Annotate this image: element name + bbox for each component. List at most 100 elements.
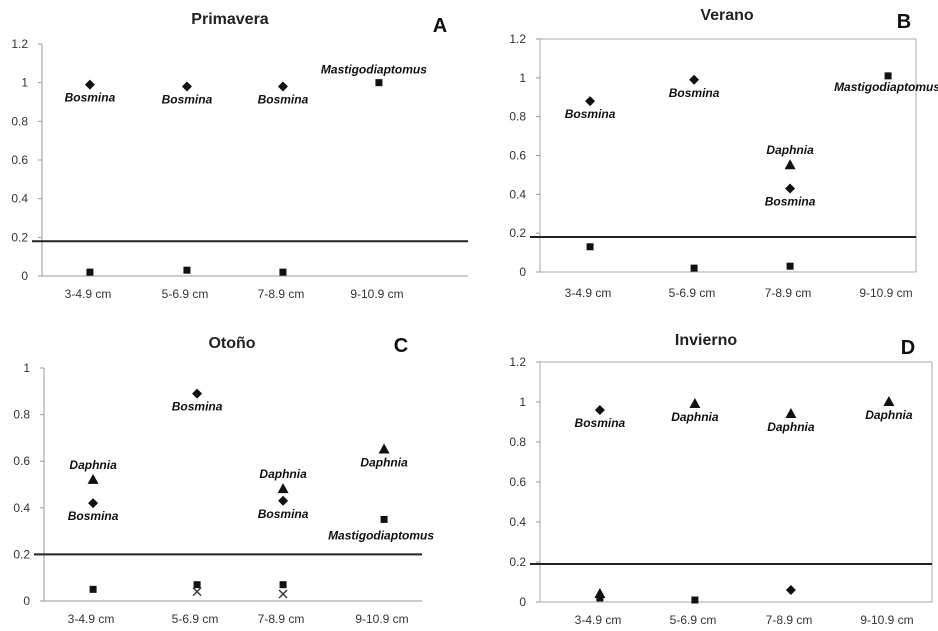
x-tick-label: 5-6.9 cm	[669, 286, 716, 300]
data-point-square	[86, 268, 94, 276]
y-tick-label: 0.4	[13, 501, 30, 515]
data-point-diamond	[88, 498, 99, 509]
point-label: Bosmina	[575, 416, 626, 430]
y-tick-label: 0	[23, 594, 30, 608]
point-label: Daphnia	[259, 467, 307, 481]
data-point-square	[279, 581, 287, 589]
data-point-diamond	[181, 81, 192, 92]
point-label: Daphnia	[865, 408, 913, 422]
data-point-square	[380, 515, 388, 523]
chart-title: Invierno	[675, 332, 737, 349]
data-point-diamond	[585, 96, 596, 107]
data-point-square	[183, 266, 191, 274]
data-point-x	[192, 587, 202, 597]
point-label: Bosmina	[258, 93, 309, 107]
chart-title: Otoño	[208, 335, 255, 352]
point-label: Bosmina	[65, 91, 116, 105]
data-point-triangle	[87, 473, 99, 484]
point-label: Mastigodiaptomus	[834, 80, 938, 94]
point-label: Bosmina	[565, 107, 616, 121]
data-point-diamond	[785, 585, 796, 595]
data-point-square	[279, 268, 287, 276]
chart-title: Verano	[700, 7, 754, 24]
data-point-square	[375, 79, 383, 87]
data-point-square	[884, 72, 892, 80]
y-tick-label: 0.6	[11, 153, 28, 167]
x-tick-label: 9-10.9 cm	[355, 612, 408, 626]
data-point-square	[690, 264, 698, 272]
y-tick-label: 0.4	[11, 192, 28, 206]
data-point-triangle	[784, 159, 796, 170]
y-tick-label: 0.4	[509, 515, 526, 529]
data-point-square	[691, 596, 699, 604]
point-label: Bosmina	[669, 86, 720, 100]
x-tick-label: 7-8.9 cm	[258, 287, 305, 301]
point-label: Bosmina	[172, 400, 223, 414]
x-tick-label: 7-8.9 cm	[766, 613, 813, 627]
data-point-square	[596, 594, 604, 602]
y-tick-label: 0.8	[13, 408, 30, 422]
y-tick-label: 0.8	[509, 435, 526, 449]
y-tick-label: 1.2	[509, 355, 526, 369]
chart-panel-d: 0 0.2 0.4 0.6 0.8 1 1.2 3-4.9 cm 5-6.9 cm 7-8.9 c…	[509, 332, 933, 627]
point-label: Daphnia	[766, 143, 814, 157]
point-label: Bosmina	[765, 195, 816, 209]
data-point-diamond	[278, 495, 289, 506]
x-tick-label: 3-4.9 cm	[565, 286, 612, 300]
y-tick-label: 0.2	[509, 555, 526, 569]
x-tick-label: 9-10.9 cm	[350, 287, 403, 301]
y-tick-label: 0.6	[509, 149, 526, 163]
data-point-diamond	[192, 388, 203, 399]
data-point-diamond	[594, 405, 605, 415]
panel-letter: B	[897, 11, 911, 33]
panel-letter: C	[394, 335, 408, 357]
point-label: Bosmina	[258, 507, 309, 521]
data-point-square	[89, 585, 97, 593]
y-tick-label: 0.6	[509, 475, 526, 489]
x-tick-label: 9-10.9 cm	[859, 286, 912, 300]
point-label: Daphnia	[69, 458, 117, 472]
data-point-triangle	[883, 396, 895, 406]
x-tick-label: 3-4.9 cm	[68, 612, 115, 626]
y-tick-label: 0.2	[13, 547, 30, 561]
point-label: Bosmina	[68, 509, 119, 523]
point-label: Bosmina	[162, 93, 213, 107]
y-tick-label: 0.4	[509, 187, 526, 201]
y-tick-label: 0.8	[509, 110, 526, 124]
chart-title: Primavera	[191, 11, 268, 28]
x-tick-label: 3-4.9 cm	[575, 613, 622, 627]
y-tick-label: 1	[519, 71, 526, 85]
point-label: Daphnia	[767, 420, 815, 434]
x-tick-label: 5-6.9 cm	[172, 612, 219, 626]
panel-letter: A	[433, 15, 447, 37]
x-tick-label: 5-6.9 cm	[162, 287, 209, 301]
data-point-triangle	[785, 408, 797, 418]
data-point-x	[278, 589, 288, 599]
x-tick-label: 7-8.9 cm	[765, 286, 812, 300]
y-tick-label: 0.2	[11, 230, 28, 244]
x-tick-label: 7-8.9 cm	[258, 612, 305, 626]
panel-letter: D	[901, 337, 915, 359]
y-tick-label: 0.6	[13, 454, 30, 468]
data-point-diamond	[277, 81, 288, 92]
y-tick-label: 0	[519, 265, 526, 279]
y-tick-label: 0	[519, 595, 526, 609]
data-point-diamond	[689, 74, 700, 85]
point-label: Mastigodiaptomus	[321, 63, 427, 77]
y-tick-label: 1	[23, 361, 30, 375]
plot-frame	[539, 361, 933, 603]
chart-panel-c: 0 0.2 0.4 0.6 0.8 1 3-4.9 cm 5-6.9 cm 7-8.9 cm 9-…	[13, 335, 434, 626]
data-point-diamond	[84, 79, 95, 90]
y-tick-label: 0.2	[509, 226, 526, 240]
data-point-triangle	[689, 398, 701, 408]
data-point-square	[193, 581, 201, 589]
data-point-triangle	[378, 443, 390, 454]
y-tick-label: 1	[519, 395, 526, 409]
point-label: Mastigodiaptomus	[328, 528, 434, 542]
x-tick-label: 3-4.9 cm	[65, 287, 112, 301]
chart-panel-a: 0 0.2 0.4 0.6 0.8 1 1.2 3-4.9 cm 5-6.9 cm 7-8.9 c…	[11, 11, 468, 301]
point-label: Daphnia	[671, 410, 719, 424]
data-point-square	[786, 262, 794, 270]
point-label: Daphnia	[360, 456, 408, 470]
